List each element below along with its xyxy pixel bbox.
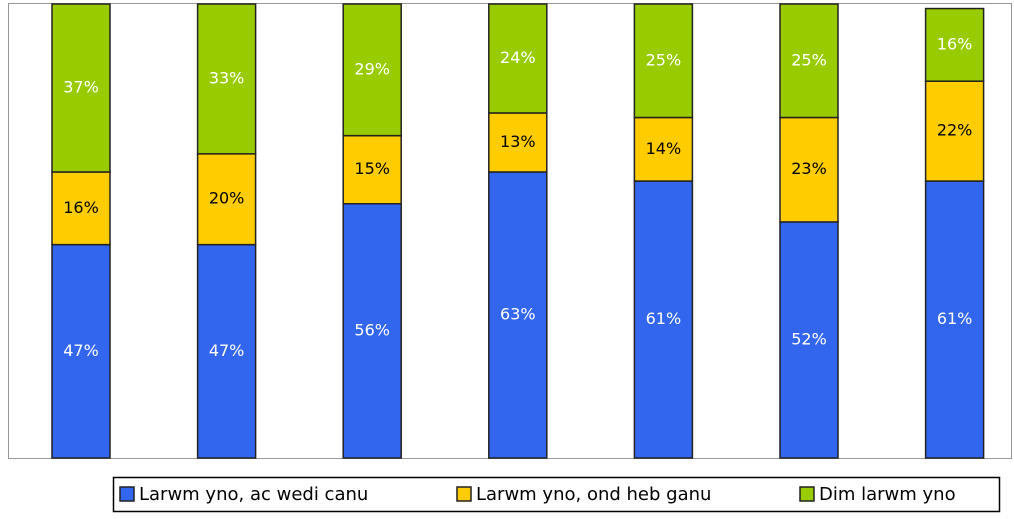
data-label: 23%	[791, 159, 827, 178]
legend-label: Dim larwm yno	[819, 484, 956, 505]
data-label: 16%	[63, 198, 99, 217]
data-label: 47%	[63, 341, 99, 360]
data-label: 52%	[791, 329, 827, 348]
data-label: 15%	[354, 159, 390, 178]
legend-label: Larwm yno, ond heb ganu	[476, 484, 711, 505]
data-label: 24%	[500, 48, 536, 67]
data-label: 25%	[646, 50, 682, 69]
bar-segment	[51, 3, 111, 173]
bar-segment	[924, 7, 985, 82]
bar-segment	[196, 153, 257, 246]
data-label: 63%	[500, 304, 536, 323]
bar-segment	[779, 116, 839, 223]
legend-box	[112, 476, 1001, 513]
data-label: 20%	[209, 189, 245, 208]
bar-segment	[779, 3, 839, 119]
data-label: 25%	[791, 50, 827, 69]
data-label: 37%	[63, 77, 99, 96]
bar-segment	[488, 171, 548, 459]
bar-segment	[342, 203, 402, 459]
legend-swatch	[119, 486, 135, 502]
data-label: 56%	[354, 320, 390, 339]
bar-segment	[51, 243, 111, 459]
legend-swatch	[799, 486, 815, 502]
legend-swatch	[456, 486, 472, 502]
bar-segment	[196, 243, 257, 459]
bar-segment	[196, 3, 257, 155]
data-label: 13%	[500, 132, 536, 151]
data-label: 61%	[937, 309, 973, 328]
data-label: 47%	[209, 341, 245, 360]
bar-segment	[342, 134, 402, 205]
bar-segment	[488, 112, 548, 173]
data-label: 22%	[937, 121, 973, 140]
bar-segment	[633, 116, 694, 182]
data-label: 33%	[209, 68, 245, 87]
data-label: 16%	[937, 34, 973, 53]
bar-segment	[633, 3, 694, 119]
bar-segment	[488, 3, 548, 114]
data-label: 61%	[646, 309, 682, 328]
bar-segment	[342, 3, 402, 137]
legend-label: Larwm yno, ac wedi canu	[139, 484, 368, 505]
data-label: 14%	[646, 139, 682, 158]
bar-segment	[633, 180, 694, 459]
data-label: 29%	[354, 59, 390, 78]
